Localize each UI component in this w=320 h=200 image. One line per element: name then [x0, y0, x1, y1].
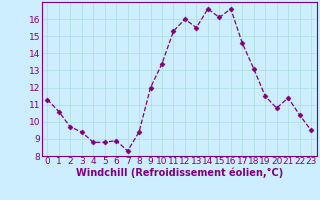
X-axis label: Windchill (Refroidissement éolien,°C): Windchill (Refroidissement éolien,°C)	[76, 168, 283, 178]
